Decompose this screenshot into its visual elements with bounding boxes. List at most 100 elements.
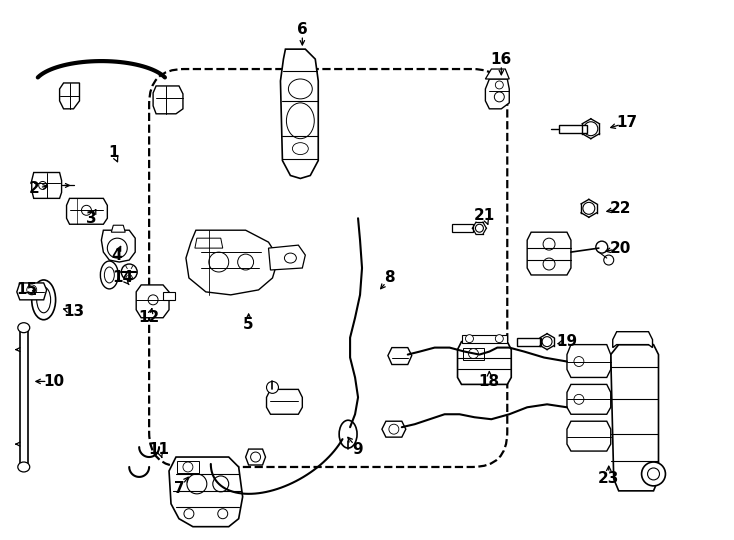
Ellipse shape <box>465 335 473 342</box>
Polygon shape <box>269 245 305 270</box>
Ellipse shape <box>18 462 30 472</box>
Ellipse shape <box>250 452 261 462</box>
Ellipse shape <box>104 267 115 283</box>
Polygon shape <box>153 86 183 114</box>
Text: 11: 11 <box>148 442 170 457</box>
Polygon shape <box>613 332 653 348</box>
Text: 6: 6 <box>297 22 308 37</box>
Ellipse shape <box>495 335 504 342</box>
Ellipse shape <box>543 238 555 250</box>
Ellipse shape <box>389 424 399 434</box>
Ellipse shape <box>495 81 504 89</box>
Text: 19: 19 <box>556 334 578 349</box>
Polygon shape <box>611 345 658 491</box>
Polygon shape <box>559 125 587 133</box>
Bar <box>462 348 484 360</box>
Text: 18: 18 <box>479 374 500 389</box>
Ellipse shape <box>32 280 56 320</box>
Ellipse shape <box>213 476 229 492</box>
Polygon shape <box>169 457 243 526</box>
Ellipse shape <box>596 241 608 253</box>
Polygon shape <box>195 238 222 248</box>
Bar <box>462 335 507 342</box>
Polygon shape <box>388 348 412 364</box>
Text: 5: 5 <box>243 317 254 332</box>
Polygon shape <box>266 389 302 414</box>
Text: 10: 10 <box>43 374 64 389</box>
Ellipse shape <box>494 92 504 102</box>
Bar <box>20 328 28 467</box>
Polygon shape <box>17 283 47 300</box>
Ellipse shape <box>476 224 484 232</box>
Polygon shape <box>59 83 79 109</box>
Ellipse shape <box>604 255 614 265</box>
Polygon shape <box>485 79 509 109</box>
Polygon shape <box>457 342 512 384</box>
Text: 13: 13 <box>63 304 84 319</box>
Ellipse shape <box>81 205 92 215</box>
Text: 22: 22 <box>610 201 631 216</box>
Bar <box>177 461 199 473</box>
Text: 15: 15 <box>16 282 37 298</box>
Text: 23: 23 <box>598 471 619 487</box>
Ellipse shape <box>18 323 30 333</box>
Text: 9: 9 <box>353 442 363 457</box>
Text: 16: 16 <box>491 52 512 66</box>
Text: 7: 7 <box>174 481 184 496</box>
Text: 14: 14 <box>113 271 134 286</box>
Polygon shape <box>527 232 571 275</box>
Ellipse shape <box>286 103 314 139</box>
Ellipse shape <box>101 261 118 289</box>
Ellipse shape <box>183 462 193 472</box>
Polygon shape <box>567 421 611 451</box>
Polygon shape <box>517 338 541 346</box>
Ellipse shape <box>187 474 207 494</box>
Ellipse shape <box>26 285 37 295</box>
Ellipse shape <box>285 253 297 263</box>
Polygon shape <box>67 198 107 224</box>
Polygon shape <box>101 230 135 262</box>
Ellipse shape <box>583 202 595 214</box>
Ellipse shape <box>468 349 479 359</box>
Ellipse shape <box>208 252 229 272</box>
Text: 8: 8 <box>385 271 395 286</box>
Ellipse shape <box>574 394 584 404</box>
Text: 12: 12 <box>139 310 160 325</box>
Polygon shape <box>32 172 62 198</box>
Ellipse shape <box>121 264 137 280</box>
Polygon shape <box>137 285 169 318</box>
Ellipse shape <box>292 143 308 154</box>
Ellipse shape <box>107 238 127 258</box>
Ellipse shape <box>148 295 158 305</box>
Ellipse shape <box>39 181 47 190</box>
Polygon shape <box>485 69 509 79</box>
Ellipse shape <box>218 509 228 519</box>
Polygon shape <box>451 224 473 232</box>
Polygon shape <box>280 49 319 179</box>
Text: 4: 4 <box>111 247 122 262</box>
Text: 3: 3 <box>86 211 97 226</box>
Bar <box>163 292 175 300</box>
Ellipse shape <box>37 287 51 313</box>
FancyBboxPatch shape <box>149 69 507 467</box>
Ellipse shape <box>543 258 555 270</box>
Ellipse shape <box>288 79 312 99</box>
Ellipse shape <box>339 420 357 448</box>
Text: 1: 1 <box>108 145 119 160</box>
Ellipse shape <box>642 462 666 486</box>
Ellipse shape <box>584 122 597 136</box>
Polygon shape <box>186 230 278 295</box>
Text: 17: 17 <box>616 115 637 130</box>
Ellipse shape <box>542 336 552 347</box>
Ellipse shape <box>266 381 278 393</box>
Ellipse shape <box>574 356 584 367</box>
Polygon shape <box>567 384 611 414</box>
Ellipse shape <box>238 254 253 270</box>
Text: 21: 21 <box>473 208 495 223</box>
Text: 20: 20 <box>610 241 631 255</box>
Ellipse shape <box>184 509 194 519</box>
Polygon shape <box>567 345 611 377</box>
Ellipse shape <box>647 468 659 480</box>
Polygon shape <box>246 449 266 465</box>
Polygon shape <box>382 421 406 437</box>
